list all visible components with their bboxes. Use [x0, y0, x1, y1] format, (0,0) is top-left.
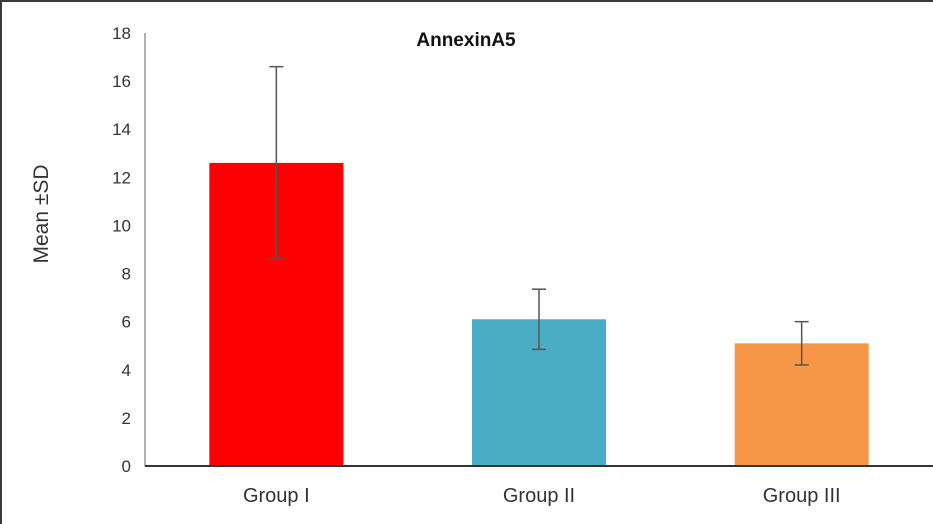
y-tick-label: 0 [122, 457, 131, 476]
x-category-label: Group III [763, 485, 841, 507]
y-tick-label: 14 [112, 120, 131, 139]
y-tick-label: 18 [112, 24, 131, 43]
error-bars [269, 65, 809, 366]
y-tick-label: 16 [112, 72, 131, 91]
y-tick-label: 12 [112, 168, 131, 187]
y-tick-label: 10 [112, 216, 131, 235]
error-bar [794, 320, 809, 366]
y-axis-label: Mean ±SD [30, 164, 53, 263]
error-bar [532, 288, 546, 351]
y-axis-ticks: 0 2 4 6 8 10 12 14 16 18 [112, 24, 131, 476]
y-tick-label: 8 [122, 265, 131, 284]
x-category-label: Group I [243, 485, 310, 507]
y-tick-label: 6 [122, 313, 131, 332]
chart-title: AnnexinA5 [416, 30, 516, 51]
error-bar [269, 65, 284, 260]
bars [209, 162, 869, 466]
x-category-label: Group II [503, 485, 575, 507]
x-axis-categories: Group I Group II Group III [243, 485, 841, 507]
y-tick-label: 4 [122, 361, 131, 380]
y-tick-label: 2 [122, 409, 131, 428]
